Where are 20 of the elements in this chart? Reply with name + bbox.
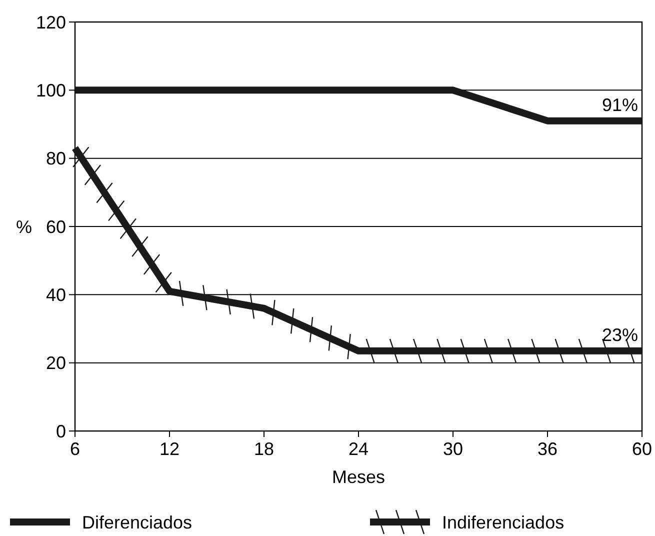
y-tick-label: 100 [36,80,66,100]
y-tick-label: 120 [36,12,66,32]
y-tick-label: 20 [46,353,66,374]
y-axis-title: % [16,216,32,237]
x-tick-label: 6 [70,439,80,459]
annotation: 91% [602,94,638,115]
x-tick-label: 24 [348,439,369,459]
annotation: 23% [602,324,638,345]
y-tick-label: 40 [46,284,66,305]
x-axis-title: Meses [332,467,386,487]
x-tick-label: 12 [159,439,180,459]
y-tick-label: 0 [56,421,66,442]
x-tick-label: 60 [632,439,652,459]
y-tick-label: 60 [46,216,66,237]
x-tick-label: 18 [254,439,274,459]
y-tick-label: 80 [46,148,66,169]
legend-label: Indiferenciados [442,512,564,532]
x-tick-label: 36 [537,439,558,459]
x-tick-label: 30 [442,439,464,459]
legend-label: Diferenciados [82,512,192,532]
